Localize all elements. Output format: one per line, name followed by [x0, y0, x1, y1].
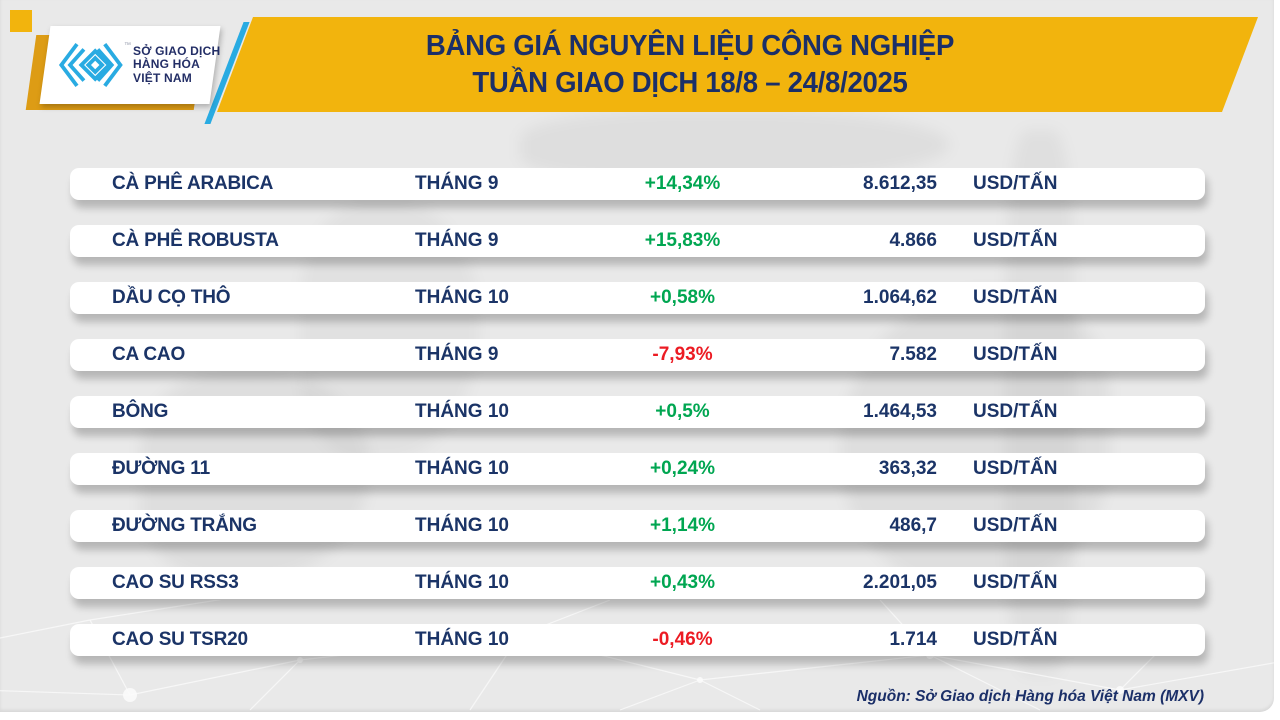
table-row: CA CAO THÁNG 9 -7,93% 7.582 USD/TẤN: [70, 339, 1205, 371]
commodity-name: ĐƯỜNG 11: [112, 458, 210, 479]
title-banner: BẢNG GIÁ NGUYÊN LIỆU CÔNG NGHIỆP TUẦN GI…: [217, 17, 1258, 112]
weekly-change-percent: +1,14%: [650, 515, 715, 536]
weekly-change-percent: +0,24%: [650, 458, 715, 479]
commodity-name: CÀ PHÊ ARABICA: [112, 173, 274, 194]
price-value: 1.714: [889, 629, 937, 650]
price-unit: USD/TẤN: [973, 572, 1058, 593]
commodity-name: BÔNG: [112, 401, 169, 422]
commodity-name: CAO SU TSR20: [112, 629, 248, 650]
weekly-change-percent: -7,93%: [652, 344, 713, 365]
price-unit: USD/TẤN: [973, 344, 1058, 365]
logo-text-line3: VIỆT NAM: [133, 70, 192, 85]
contract-month: THÁNG 10: [415, 515, 509, 536]
mxv-logo: ™ SỞ GIAO DỊCH HÀNG HÓA VIỆT NAM: [39, 26, 221, 104]
commodity-name: DẦU CỌ THÔ: [112, 287, 231, 308]
price-unit: USD/TẤN: [973, 230, 1058, 251]
table-row: CÀ PHÊ ARABICA THÁNG 9 +14,34% 8.612,35 …: [70, 168, 1205, 200]
weekly-change-percent: +0,43%: [650, 572, 715, 593]
price-unit: USD/TẤN: [973, 515, 1058, 536]
contract-month: THÁNG 9: [415, 230, 499, 251]
contract-month: THÁNG 10: [415, 629, 509, 650]
commodity-name: CA CAO: [112, 344, 186, 365]
price-table: CÀ PHÊ ARABICA THÁNG 9 +14,34% 8.612,35 …: [70, 168, 1205, 681]
yellow-corner-accent: [10, 10, 32, 32]
price-unit: USD/TẤN: [973, 458, 1058, 479]
price-value: 486,7: [889, 515, 937, 536]
weekly-change-percent: +0,58%: [650, 287, 715, 308]
table-row: ĐƯỜNG TRẮNG THÁNG 10 +1,14% 486,7 USD/TẤ…: [70, 510, 1205, 542]
price-unit: USD/TẤN: [973, 401, 1058, 422]
source-credit: Nguồn: Sở Giao dịch Hàng hóa Việt Nam (M…: [856, 688, 1204, 705]
contract-month: THÁNG 10: [415, 401, 509, 422]
contract-month: THÁNG 10: [415, 458, 509, 479]
weekly-change-percent: +14,34%: [644, 173, 721, 194]
price-value: 2.201,05: [863, 572, 937, 593]
price-value: 1.064,62: [863, 287, 937, 308]
commodity-name: CAO SU RSS3: [112, 572, 239, 593]
price-value: 363,32: [878, 458, 937, 479]
mxv-logo-content: ™ SỞ GIAO DỊCH HÀNG HÓA VIỆT NAM: [45, 26, 220, 104]
price-unit: USD/TẤN: [973, 173, 1058, 194]
page-title-line1: BẢNG GIÁ NGUYÊN LIỆU CÔNG NGHIỆP: [425, 29, 955, 62]
table-row: DẦU CỌ THÔ THÁNG 10 +0,58% 1.064,62 USD/…: [70, 282, 1205, 314]
table-row: CAO SU RSS3 THÁNG 10 +0,43% 2.201,05 USD…: [70, 567, 1205, 599]
contract-month: THÁNG 10: [415, 287, 509, 308]
commodity-name: ĐƯỜNG TRẮNG: [112, 515, 257, 536]
weekly-change-percent: +15,83%: [644, 230, 721, 251]
contract-month: THÁNG 10: [415, 572, 509, 593]
table-row: CÀ PHÊ ROBUSTA THÁNG 9 +15,83% 4.866 USD…: [70, 225, 1205, 257]
table-row: ĐƯỜNG 11 THÁNG 10 +0,24% 363,32 USD/TẤN: [70, 453, 1205, 485]
table-row: CAO SU TSR20 THÁNG 10 -0,46% 1.714 USD/T…: [70, 624, 1205, 656]
mxv-logo-text: SỞ GIAO DỊCH HÀNG HÓA VIỆT NAM: [133, 44, 220, 86]
contract-month: THÁNG 9: [415, 344, 499, 365]
price-value: 7.582: [889, 344, 937, 365]
page-title-line2: TUẦN GIAO DỊCH 18/8 – 24/8/2025: [472, 66, 908, 99]
price-unit: USD/TẤN: [973, 287, 1058, 308]
trademark-symbol: ™: [124, 42, 131, 49]
price-value: 8.612,35: [863, 173, 937, 194]
price-unit: USD/TẤN: [973, 629, 1058, 650]
logo-text-line2: HÀNG HÓA: [133, 57, 200, 72]
weekly-change-percent: +0,5%: [655, 401, 710, 422]
weekly-change-percent: -0,46%: [652, 629, 713, 650]
contract-month: THÁNG 9: [415, 173, 499, 194]
price-value: 1.464,53: [863, 401, 937, 422]
commodity-name: CÀ PHÊ ROBUSTA: [112, 230, 279, 251]
mxv-chevron-icon: [58, 43, 123, 87]
table-row: BÔNG THÁNG 10 +0,5% 1.464,53 USD/TẤN: [70, 396, 1205, 428]
price-value: 4.866: [889, 230, 937, 251]
